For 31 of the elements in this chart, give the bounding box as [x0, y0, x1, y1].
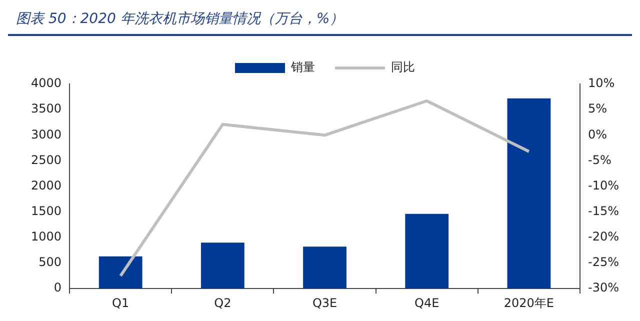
chart-title: 图表 50：2020 年洗衣机市场销量情况（万台，%）: [8, 8, 632, 36]
y2-tick-label: 10%: [588, 76, 615, 90]
legend-label: 同比: [391, 60, 415, 74]
y2-tick-label: -20%: [588, 230, 620, 244]
y2-tick-label: -10%: [588, 178, 620, 192]
y2-tick-label: -25%: [588, 255, 620, 270]
bar: [200, 242, 244, 289]
y-tick-label: 1500: [30, 204, 62, 218]
y-tick-label: 500: [38, 255, 62, 270]
y-tick-label: 1000: [30, 230, 62, 244]
bar: [98, 256, 142, 289]
y2-tick-label: 5%: [588, 102, 608, 116]
y-tick-label: 3500: [30, 102, 62, 116]
x-tick-label: Q3E: [312, 296, 338, 310]
y2-tick-label: -5%: [588, 152, 612, 167]
y-tick-label: 2000: [30, 178, 62, 192]
y-tick-label: 2500: [30, 152, 62, 167]
x-tick-label: Q1: [112, 296, 130, 310]
y2-tick-label: -30%: [588, 280, 620, 295]
x-tick-label: Q2: [214, 296, 232, 310]
y2-tick-label: -15%: [588, 204, 620, 218]
legend-label: 销量: [290, 60, 315, 74]
y-tick-label: 3000: [30, 127, 62, 142]
x-tick-label: Q4E: [414, 296, 440, 310]
x-tick-label: 2020年E: [504, 296, 554, 310]
bar: [303, 246, 346, 289]
y-tick-label: 4000: [30, 76, 62, 90]
y-tick-label: 0: [54, 280, 62, 295]
bar: [405, 214, 449, 289]
bar: [507, 98, 551, 289]
y2-tick-label: 0%: [588, 127, 608, 142]
